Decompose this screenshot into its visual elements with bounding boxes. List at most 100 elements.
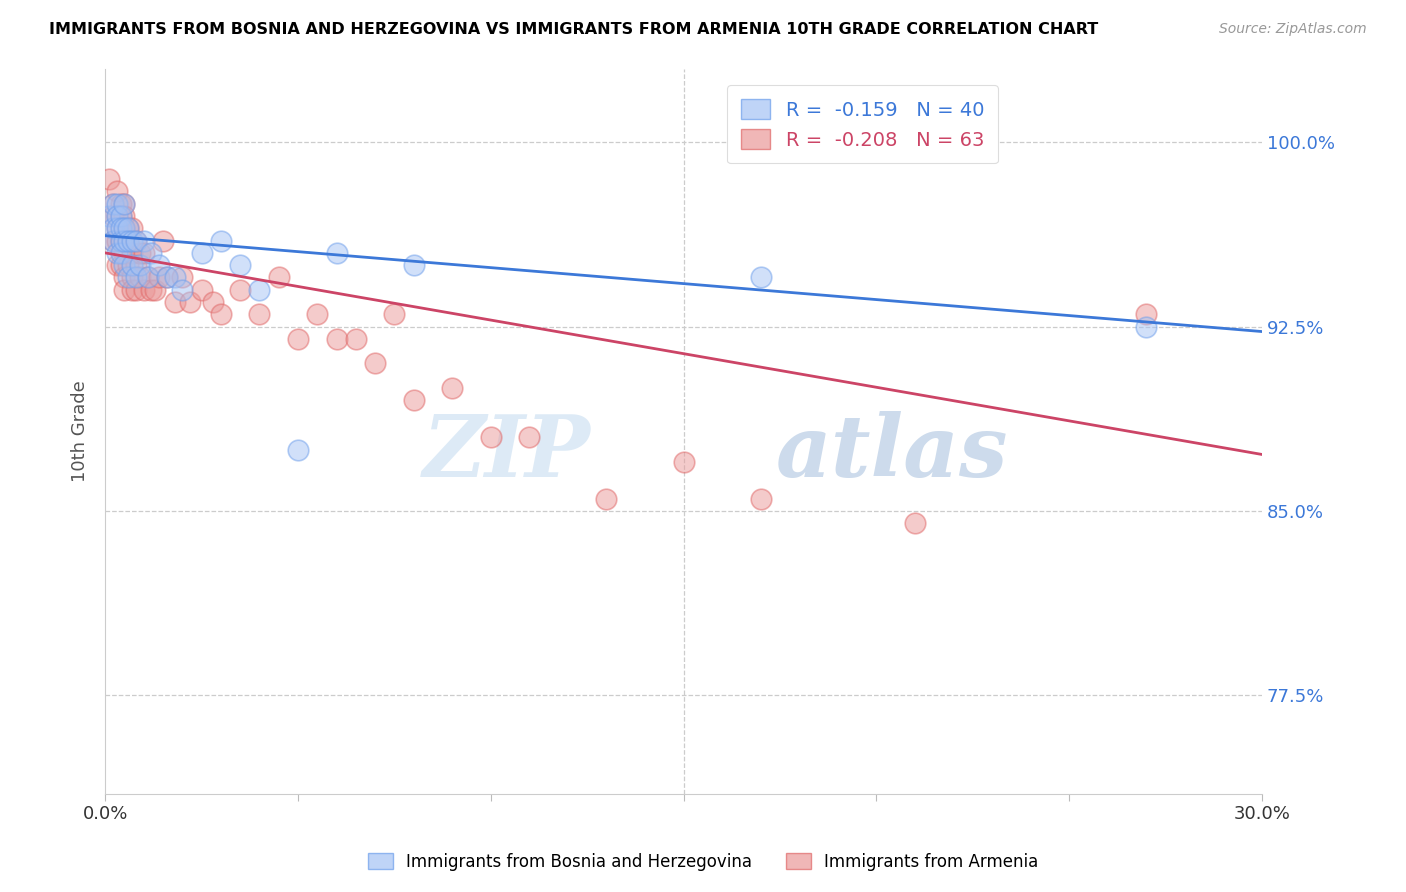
Point <box>114 245 136 260</box>
Point <box>101 234 124 248</box>
Point <box>101 196 124 211</box>
Point <box>101 234 124 248</box>
Point <box>163 295 186 310</box>
Point <box>190 283 212 297</box>
Point <box>172 283 194 297</box>
Point <box>105 234 128 248</box>
Point <box>110 234 132 248</box>
Point <box>105 196 128 211</box>
Text: IMMIGRANTS FROM BOSNIA AND HERZEGOVINA VS IMMIGRANTS FROM ARMENIA 10TH GRADE COR: IMMIGRANTS FROM BOSNIA AND HERZEGOVINA V… <box>49 22 1098 37</box>
Y-axis label: 10th Grade: 10th Grade <box>72 380 89 482</box>
Point <box>117 221 139 235</box>
Point <box>105 221 128 235</box>
Point <box>121 245 143 260</box>
Point <box>402 258 425 272</box>
Text: ZIP: ZIP <box>423 411 591 494</box>
Point <box>1135 319 1157 334</box>
Point <box>117 221 139 235</box>
Point <box>105 209 128 223</box>
Point <box>402 393 425 408</box>
Point <box>110 221 132 235</box>
Point <box>229 283 252 297</box>
Point <box>105 245 128 260</box>
Point <box>114 234 136 248</box>
Point <box>129 245 152 260</box>
Text: Source: ZipAtlas.com: Source: ZipAtlas.com <box>1219 22 1367 37</box>
Point <box>98 172 121 186</box>
Point <box>114 196 136 211</box>
Point <box>101 196 124 211</box>
Point <box>114 196 136 211</box>
Point <box>148 270 170 285</box>
Point <box>136 270 159 285</box>
Point <box>249 283 271 297</box>
Point <box>517 430 540 444</box>
Point <box>101 209 124 223</box>
Point <box>249 307 271 321</box>
Point <box>114 209 136 223</box>
Point <box>105 209 128 223</box>
Point <box>441 381 464 395</box>
Point <box>307 307 329 321</box>
Point <box>364 357 387 371</box>
Point <box>132 245 155 260</box>
Point <box>136 270 159 285</box>
Point <box>110 258 132 272</box>
Point <box>384 307 406 321</box>
Point <box>141 245 163 260</box>
Point <box>749 270 772 285</box>
Point <box>904 516 927 531</box>
Point <box>143 283 166 297</box>
Point <box>179 295 201 310</box>
Point <box>110 245 132 260</box>
Point <box>125 283 148 297</box>
Point <box>105 185 128 199</box>
Point <box>229 258 252 272</box>
Point <box>117 270 139 285</box>
Point <box>595 491 617 506</box>
Point <box>132 234 155 248</box>
Point <box>101 221 124 235</box>
Point <box>129 258 152 272</box>
Point <box>105 221 128 235</box>
Point <box>125 234 148 248</box>
Point <box>141 283 163 297</box>
Point <box>114 221 136 235</box>
Point <box>105 258 128 272</box>
Point <box>156 270 179 285</box>
Point <box>110 196 132 211</box>
Legend: Immigrants from Bosnia and Herzegovina, Immigrants from Armenia: Immigrants from Bosnia and Herzegovina, … <box>360 845 1046 880</box>
Point <box>121 283 143 297</box>
Point <box>125 270 148 285</box>
Point <box>125 234 148 248</box>
Point <box>117 234 139 248</box>
Point <box>148 258 170 272</box>
Point <box>163 270 186 285</box>
Point <box>344 332 367 346</box>
Point <box>749 491 772 506</box>
Point <box>672 455 695 469</box>
Text: atlas: atlas <box>776 411 1008 494</box>
Point <box>121 258 143 272</box>
Point <box>287 442 309 457</box>
Point <box>98 209 121 223</box>
Point <box>287 332 309 346</box>
Legend: R =  -0.159   N = 40, R =  -0.208   N = 63: R = -0.159 N = 40, R = -0.208 N = 63 <box>727 86 998 163</box>
Point <box>129 270 152 285</box>
Point <box>114 283 136 297</box>
Point <box>117 234 139 248</box>
Point <box>125 258 148 272</box>
Point <box>156 270 179 285</box>
Point <box>479 430 502 444</box>
Point <box>190 245 212 260</box>
Point <box>1135 307 1157 321</box>
Point <box>121 221 143 235</box>
Point <box>114 258 136 272</box>
Point <box>110 209 132 223</box>
Point <box>267 270 290 285</box>
Point <box>202 295 225 310</box>
Point <box>132 283 155 297</box>
Point <box>209 307 232 321</box>
Point <box>117 258 139 272</box>
Point <box>209 234 232 248</box>
